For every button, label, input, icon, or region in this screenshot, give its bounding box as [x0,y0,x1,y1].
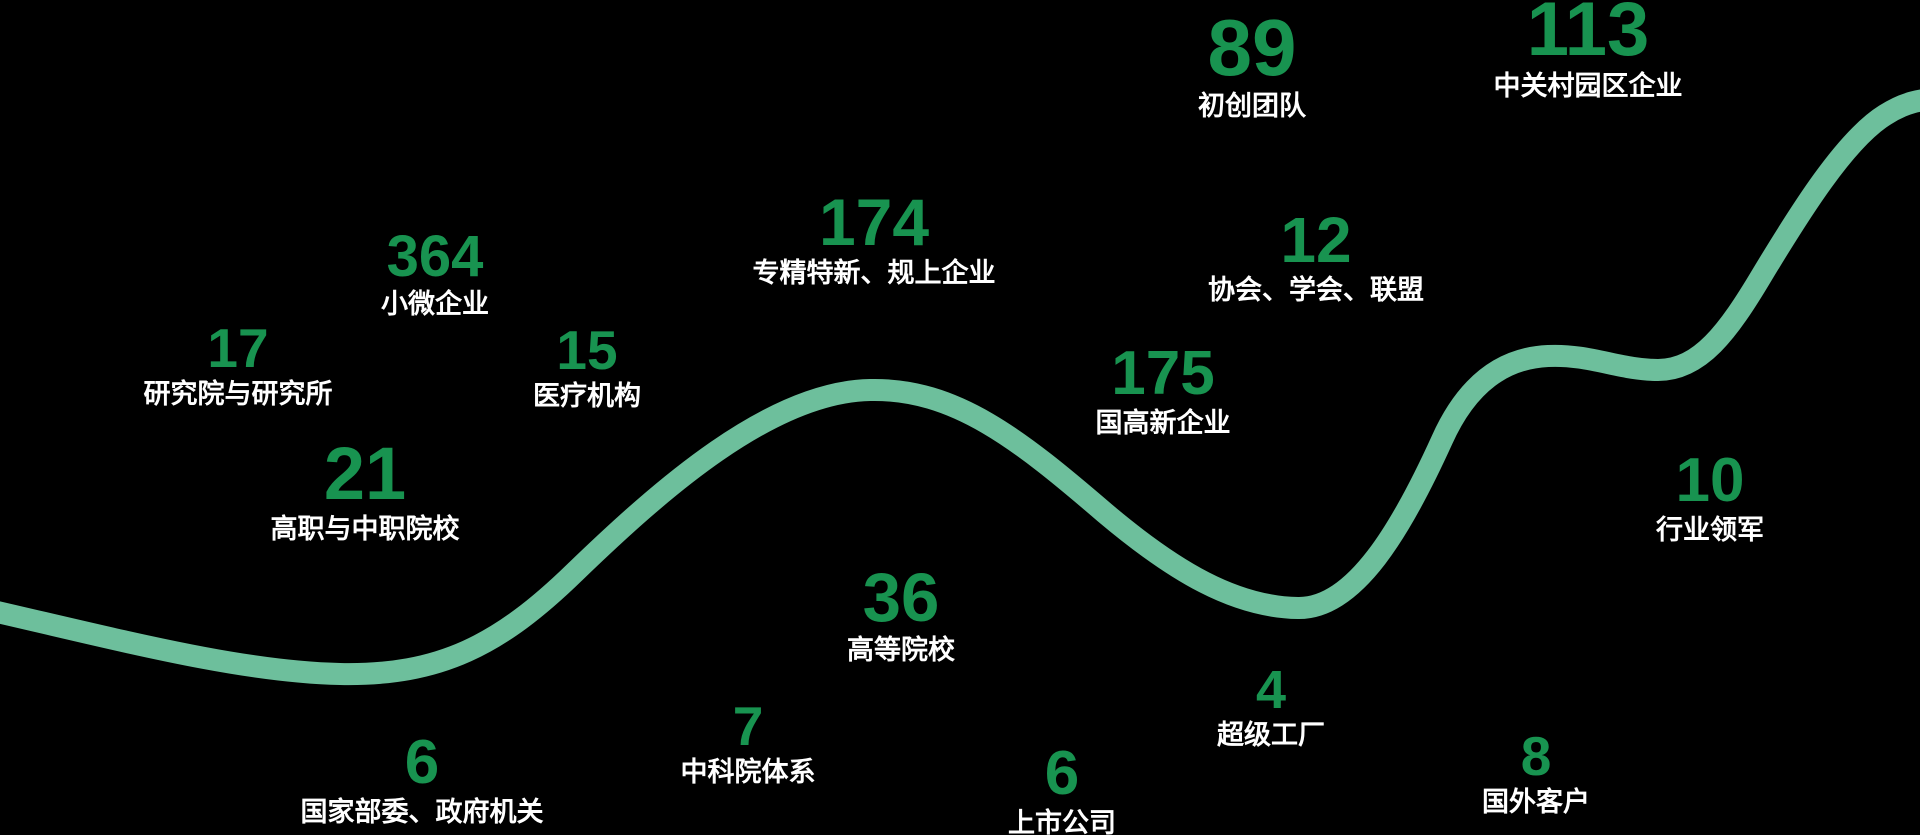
stat-universities: 36 高等院校 [847,563,955,666]
stat-super-factories: 4 超级工厂 [1217,663,1325,751]
stat-label: 超级工厂 [1217,720,1325,750]
stat-value: 364 [386,224,484,289]
stat-specialized-enterprises: 174 专精特新、规上企业 [753,189,996,289]
stat-value: 175 [1111,339,1215,408]
stat-value: 113 [1526,0,1650,72]
stat-value: 7 [732,695,764,757]
stat-national-high-tech: 175 国高新企业 [1096,343,1231,439]
stat-medical-institutions: 15 医疗机构 [533,323,641,412]
stat-label: 国高新企业 [1095,408,1231,438]
stat-label: 行业领军 [1656,515,1764,545]
stat-industry-leaders: 10 行业领军 [1656,450,1764,546]
wave-curve-path [0,89,1920,686]
stat-value: 12 [1280,204,1352,276]
stat-value: 21 [323,432,407,515]
stat-label: 协会、学会、联盟 [1208,275,1424,305]
stat-research-institutes: 17 研究院与研究所 [144,321,333,410]
stat-listed-companies: 6 上市公司 [1008,743,1116,835]
stat-label: 上市公司 [1008,808,1116,835]
stat-startup-teams: 89 初创团队 [1198,8,1306,122]
stat-overseas-clients: 8 国外客户 [1482,729,1590,818]
stat-label: 国家部委、政府机关 [300,797,544,827]
stat-label: 专精特新、规上企业 [752,258,996,288]
stat-label: 中科院体系 [680,757,816,787]
stat-value: 10 [1675,446,1745,515]
stat-label: 高职与中职院校 [270,514,460,544]
stat-label: 小微企业 [381,289,489,319]
stat-label: 医疗机构 [533,381,641,411]
stat-label: 初创团队 [1198,91,1306,121]
stat-label: 国外客户 [1482,787,1590,817]
stat-value: 36 [862,559,940,636]
stat-label: 中关村园区企业 [1493,71,1683,101]
stat-value: 4 [1255,660,1287,720]
stat-value: 17 [207,317,269,379]
stat-value: 174 [818,185,930,259]
stat-label: 研究院与研究所 [143,379,333,409]
stat-value: 6 [404,728,440,797]
stat-label: 高等院校 [847,635,955,665]
stat-value: 6 [1044,739,1080,808]
stat-value: 8 [1520,725,1552,787]
stat-value: 89 [1207,3,1297,92]
stat-small-micro-enterprises: 364 小微企业 [381,228,489,320]
stat-government-agencies: 6 国家部委、政府机关 [301,732,544,828]
stat-zhongguancun-enterprises: 113 中关村园区企业 [1494,0,1683,102]
stat-cas-system: 7 中科院体系 [681,699,816,788]
stat-associations: 12 协会、学会、联盟 [1208,208,1424,306]
stat-vocational-colleges: 21 高职与中职院校 [271,437,460,545]
stat-value: 15 [556,319,618,381]
